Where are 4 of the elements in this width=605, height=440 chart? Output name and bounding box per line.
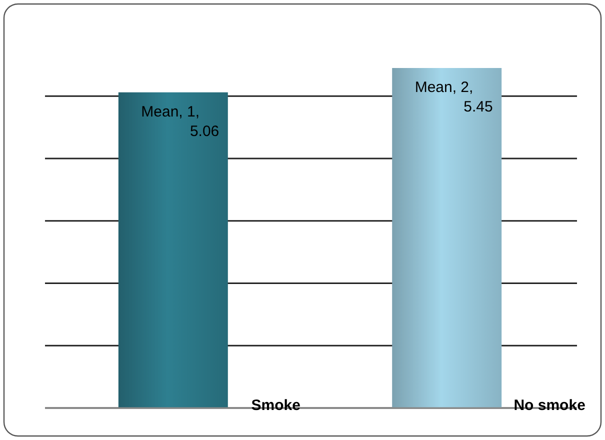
data-label: Mean, 1, 5.06 [141, 103, 220, 140]
x-tick-label: No smoke [514, 397, 586, 414]
data-label: Mean, 2, 5.45 [414, 79, 493, 116]
x-tick-label: Smoke [251, 397, 300, 414]
